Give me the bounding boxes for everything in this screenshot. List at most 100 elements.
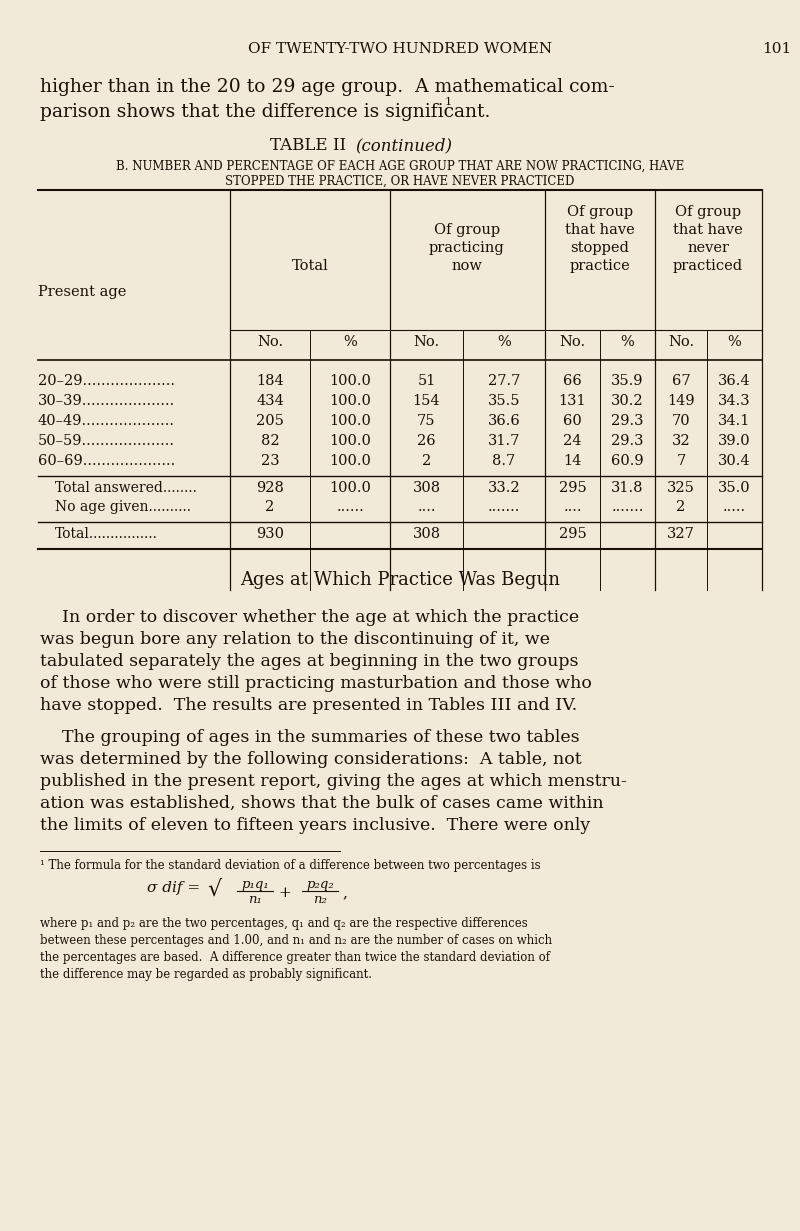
Text: In order to discover whether the age at which the practice: In order to discover whether the age at …: [40, 609, 579, 627]
Text: %: %: [343, 335, 357, 350]
Text: 36.4: 36.4: [718, 374, 751, 388]
Text: 31.7: 31.7: [488, 435, 520, 448]
Text: of those who were still practicing masturbation and those who: of those who were still practicing mastu…: [40, 675, 592, 692]
Text: stopped: stopped: [570, 241, 630, 255]
Text: 100.0: 100.0: [329, 374, 371, 388]
Text: +: +: [278, 886, 291, 900]
Text: 1: 1: [445, 97, 452, 107]
Text: 33.2: 33.2: [488, 481, 520, 495]
Text: that have: that have: [565, 223, 635, 238]
Text: was begun bore any relation to the discontinuing of it, we: was begun bore any relation to the disco…: [40, 632, 550, 648]
Text: 51: 51: [418, 374, 436, 388]
Text: practice: practice: [570, 259, 630, 273]
Text: .......: .......: [488, 500, 520, 515]
Text: n₁: n₁: [248, 892, 262, 906]
Text: 100.0: 100.0: [329, 394, 371, 407]
Text: 82: 82: [261, 435, 279, 448]
Text: 131: 131: [558, 394, 586, 407]
Text: 100.0: 100.0: [329, 454, 371, 468]
Text: 40–49....................: 40–49....................: [38, 414, 175, 428]
Text: published in the present report, giving the ages at which menstru-: published in the present report, giving …: [40, 773, 627, 790]
Text: 434: 434: [256, 394, 284, 407]
Text: 60.9: 60.9: [611, 454, 644, 468]
Text: 26: 26: [417, 435, 436, 448]
Text: the limits of eleven to fifteen years inclusive.  There were only: the limits of eleven to fifteen years in…: [40, 817, 590, 833]
Text: practiced: practiced: [673, 259, 743, 273]
Text: never: never: [687, 241, 729, 255]
Text: 67: 67: [672, 374, 690, 388]
Text: p₁q₁: p₁q₁: [241, 878, 269, 891]
Text: 36.6: 36.6: [488, 414, 520, 428]
Text: the percentages are based.  A difference greater than twice the standard deviati: the percentages are based. A difference …: [40, 952, 550, 964]
Text: 39.0: 39.0: [718, 435, 751, 448]
Text: 32: 32: [672, 435, 690, 448]
Text: Of group: Of group: [675, 206, 741, 219]
Text: 30.2: 30.2: [611, 394, 644, 407]
Text: 70: 70: [672, 414, 690, 428]
Text: parison shows that the difference is significant.: parison shows that the difference is sig…: [40, 103, 490, 121]
Text: now: now: [451, 259, 482, 273]
Text: 75: 75: [418, 414, 436, 428]
Text: 23: 23: [261, 454, 279, 468]
Text: No.: No.: [414, 335, 439, 350]
Text: the difference may be regarded as probably significant.: the difference may be regarded as probab…: [40, 968, 372, 981]
Text: ,: ,: [342, 886, 347, 900]
Text: 308: 308: [413, 481, 441, 495]
Text: 60–69....................: 60–69....................: [38, 454, 175, 468]
Text: Ages at Which Practice Was Begun: Ages at Which Practice Was Begun: [240, 571, 560, 588]
Text: %: %: [621, 335, 634, 350]
Text: ation was established, shows that the bulk of cases came within: ation was established, shows that the bu…: [40, 795, 604, 812]
Text: 184: 184: [256, 374, 284, 388]
Text: Present age: Present age: [38, 286, 126, 299]
Text: 325: 325: [667, 481, 695, 495]
Text: 34.3: 34.3: [718, 394, 751, 407]
Text: ¹ The formula for the standard deviation of a difference between two percentages: ¹ The formula for the standard deviation…: [40, 859, 541, 872]
Text: tabulated separately the ages at beginning in the two groups: tabulated separately the ages at beginni…: [40, 652, 578, 670]
Text: 149: 149: [667, 394, 695, 407]
Text: was determined by the following considerations:  A table, not: was determined by the following consider…: [40, 751, 582, 768]
Text: 35.5: 35.5: [488, 394, 520, 407]
Text: TABLE II: TABLE II: [270, 137, 351, 154]
Text: 928: 928: [256, 481, 284, 495]
Text: 100.0: 100.0: [329, 481, 371, 495]
Text: Total................: Total................: [55, 527, 158, 540]
Text: 29.3: 29.3: [611, 435, 644, 448]
Text: 27.7: 27.7: [488, 374, 520, 388]
Text: σ dif =: σ dif =: [147, 881, 205, 895]
Text: Of group: Of group: [567, 206, 633, 219]
Text: 60: 60: [563, 414, 582, 428]
Text: have stopped.  The results are presented in Tables III and IV.: have stopped. The results are presented …: [40, 697, 578, 714]
Text: 7: 7: [676, 454, 686, 468]
Text: √: √: [207, 879, 221, 901]
Text: 20–29....................: 20–29....................: [38, 374, 175, 388]
Text: 2: 2: [422, 454, 431, 468]
Text: ....: ....: [418, 500, 436, 515]
Text: (continued): (continued): [355, 137, 452, 154]
Text: 2: 2: [676, 500, 686, 515]
Text: 29.3: 29.3: [611, 414, 644, 428]
Text: 50–59....................: 50–59....................: [38, 435, 175, 448]
Text: between these percentages and 1.00, and n₁ and n₂ are the number of cases on whi: between these percentages and 1.00, and …: [40, 934, 552, 947]
Text: 14: 14: [563, 454, 582, 468]
Text: %: %: [497, 335, 511, 350]
Text: 34.1: 34.1: [718, 414, 750, 428]
Text: 308: 308: [413, 527, 441, 540]
Text: 154: 154: [413, 394, 440, 407]
Text: 100.0: 100.0: [329, 414, 371, 428]
Text: STOPPED THE PRACTICE, OR HAVE NEVER PRACTICED: STOPPED THE PRACTICE, OR HAVE NEVER PRAC…: [226, 175, 574, 188]
Text: ....: ....: [563, 500, 582, 515]
Text: n₂: n₂: [313, 892, 327, 906]
Text: 31.8: 31.8: [611, 481, 644, 495]
Text: 295: 295: [558, 527, 586, 540]
Text: p₂q₂: p₂q₂: [306, 878, 334, 891]
Text: No.: No.: [668, 335, 694, 350]
Text: 66: 66: [563, 374, 582, 388]
Text: 8.7: 8.7: [492, 454, 516, 468]
Text: Total: Total: [292, 259, 328, 273]
Text: practicing: practicing: [429, 241, 505, 255]
Text: 35.9: 35.9: [611, 374, 644, 388]
Text: 24: 24: [563, 435, 582, 448]
Text: Total answered........: Total answered........: [55, 481, 197, 495]
Text: 2: 2: [266, 500, 274, 515]
Text: .....: .....: [723, 500, 746, 515]
